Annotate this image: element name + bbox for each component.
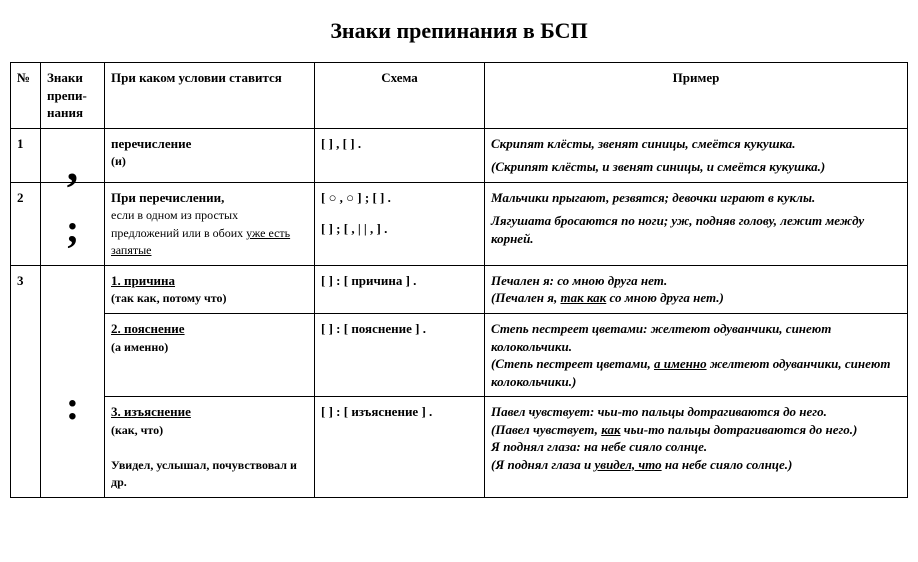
scheme-cell: [ ○ , ○ ] ; [ ] . [ ] ; [ , | | , ] . [315,182,485,265]
example-text: Степь пестреет цветами: желтеют одуванчи… [491,320,901,355]
example-cell: Мальчики прыгают, резвятся; девочки игра… [485,182,908,265]
scheme-text: [ ] : [ причина ] . [321,273,416,288]
example-underline: а именно [654,356,707,371]
example-underline: так как [560,290,606,305]
example-text: Лягушата бросаются по ноги; уж, подняв г… [491,212,901,247]
example-cell: Печален я: со мною друга нет. (Печален я… [485,265,908,313]
row-num: 2 [11,182,41,265]
example-text: (Скрипят клёсты, и звенят синицы, и смеё… [491,158,901,176]
page-title: Знаки препинания в БСП [10,18,908,44]
example-text: Печален я: со мною друга нет. [491,272,901,290]
scheme-text: [ ] : [ изъяснение ] . [321,404,432,419]
example-text: Скрипят клёсты, звенят синицы, смеётся к… [491,135,901,153]
table-row: 3 : 1. причина (так как, потому что) [ ]… [11,265,908,313]
example-text: (Степь пестреет цветами, а именно желтею… [491,355,901,390]
scheme-text: [ ] : [ пояснение ] . [321,321,426,336]
punctuation-table: № Знаки препи-нания При каком условии ст… [10,62,908,498]
condition-cell: перечисление (и) [105,128,315,182]
sign-comma: , [41,128,105,182]
table-row: 1 , перечисление (и) [ ] , [ ] . Скрипят… [11,128,908,182]
scheme-cell: [ ] : [ пояснение ] . [315,314,485,397]
example-text: (Павел чувствует, как чьи-то пальцы дотр… [491,421,901,439]
example-text: Мальчики прыгают, резвятся; девочки игра… [491,189,901,207]
example-text: Павел чувствует: чьи-то пальцы дотрагива… [491,403,901,421]
condition-cell: 3. изъяснение (как, что) Увидел, услышал… [105,397,315,498]
example-cell: Степь пестреет цветами: желтеют одуванчи… [485,314,908,397]
example-part: со мною друга нет.) [606,290,724,305]
cond-note: (и) [111,154,126,168]
cond-main: 1. причина [111,273,175,288]
scheme-cell: [ ] , [ ] . [315,128,485,182]
example-part: на небе сияло солнце.) [662,457,793,472]
cond-note: (так как, потому что) [111,291,227,305]
table-row: 3. изъяснение (как, что) Увидел, услышал… [11,397,908,498]
example-cell: Скрипят клёсты, звенят синицы, смеётся к… [485,128,908,182]
header-cond: При каком условии ставится [105,63,315,129]
table-row: 2 ; При перечислении, если в одном из пр… [11,182,908,265]
table-row: 2. пояснение (а именно) [ ] : [ пояснени… [11,314,908,397]
example-part: (Павел чувствует, [491,422,601,437]
example-cell: Павел чувствует: чьи-то пальцы дотрагива… [485,397,908,498]
condition-cell: При перечислении, если в одном из просты… [105,182,315,265]
cond-extra: Увидел, услышал, почувствовал и др. [111,458,297,490]
example-part: чьи-то пальцы дотрагиваются до него.) [621,422,858,437]
example-part: (Я поднял глаза и [491,457,594,472]
header-num: № [11,63,41,129]
header-sign: Знаки препи-нания [41,63,105,129]
scheme-text: [ ○ , ○ ] ; [ ] . [321,189,478,207]
condition-cell: 2. пояснение (а именно) [105,314,315,397]
example-text: Я поднял глаза: на небе сияло солнце. [491,438,901,456]
scheme-text: [ ] , [ ] . [321,136,361,151]
sign-colon: : [41,265,105,497]
sign-semicolon: ; [41,182,105,265]
cond-main: 2. пояснение [111,321,185,336]
scheme-cell: [ ] : [ изъяснение ] . [315,397,485,498]
cond-body: если в одном из простых предложений или … [111,208,246,240]
example-text: (Я поднял глаза и увидел, что на небе си… [491,456,901,474]
cond-main: При перечислении, [111,190,224,205]
condition-cell: 1. причина (так как, потому что) [105,265,315,313]
cond-main: перечисление [111,136,191,151]
scheme-text: [ ] ; [ , | | , ] . [321,220,478,238]
header-scheme: Схема [315,63,485,129]
header-example: Пример [485,63,908,129]
cond-note: (как, что) [111,423,163,437]
table-header-row: № Знаки препи-нания При каком условии ст… [11,63,908,129]
row-num: 3 [11,265,41,497]
example-underline: увидел, что [594,457,661,472]
example-part: (Степь пестреет цветами, [491,356,654,371]
cond-note: (а именно) [111,340,168,354]
example-text: (Печален я, так как со мною друга нет.) [491,289,901,307]
example-part: (Печален я, [491,290,560,305]
cond-main: 3. изъяснение [111,404,191,419]
row-num: 1 [11,128,41,182]
example-underline: как [601,422,620,437]
scheme-cell: [ ] : [ причина ] . [315,265,485,313]
